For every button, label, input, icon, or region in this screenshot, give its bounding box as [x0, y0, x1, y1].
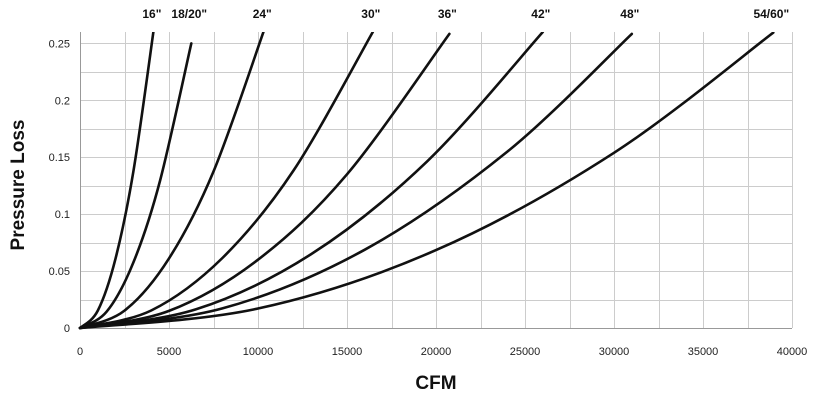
series-label: 18/20" [171, 7, 207, 21]
axes: 0 5000 10000 15000 20000 25000 30000 35000 40000… [49, 32, 808, 358]
x-tick-label: 35000 [688, 346, 719, 358]
series-label: 16" [142, 7, 161, 21]
series-labels: 16" 18/20" 24" 30" 36" 42" 48" 54/60" [142, 7, 789, 21]
x-tick-label: 30000 [599, 346, 630, 358]
x-tick-label: 15000 [332, 346, 363, 358]
series-curves [80, 28, 773, 328]
x-tick-label: 25000 [510, 346, 541, 358]
series-curve-2 [80, 43, 191, 328]
series-curve-6 [80, 32, 543, 328]
x-tick-label: 5000 [157, 346, 181, 358]
y-tick-label: 0 [64, 323, 70, 335]
gridlines [80, 32, 793, 328]
x-tick-label: 0 [77, 346, 83, 358]
series-label: 54/60" [753, 7, 789, 21]
y-tick-label: 0.25 [49, 38, 70, 50]
series-curve-5 [80, 34, 449, 328]
series-label: 42" [531, 7, 550, 21]
y-tick-label: 0.15 [49, 152, 70, 164]
y-tick-label: 0.1 [55, 209, 70, 221]
y-tick-label: 0.05 [49, 266, 70, 278]
series-label: 36" [438, 7, 457, 21]
series-label: 48" [620, 7, 639, 21]
x-axis-title: CFM [415, 373, 456, 393]
y-axis-title: Pressure Loss [8, 120, 29, 251]
x-tick-label: 10000 [243, 346, 274, 358]
x-tick-label: 20000 [421, 346, 452, 358]
series-curve-7 [80, 34, 632, 328]
series-label: 24" [253, 7, 272, 21]
y-tick-label: 0.2 [55, 95, 70, 107]
series-curve-1 [80, 28, 154, 328]
x-tick-label: 40000 [777, 346, 808, 358]
series-label: 30" [361, 7, 380, 21]
